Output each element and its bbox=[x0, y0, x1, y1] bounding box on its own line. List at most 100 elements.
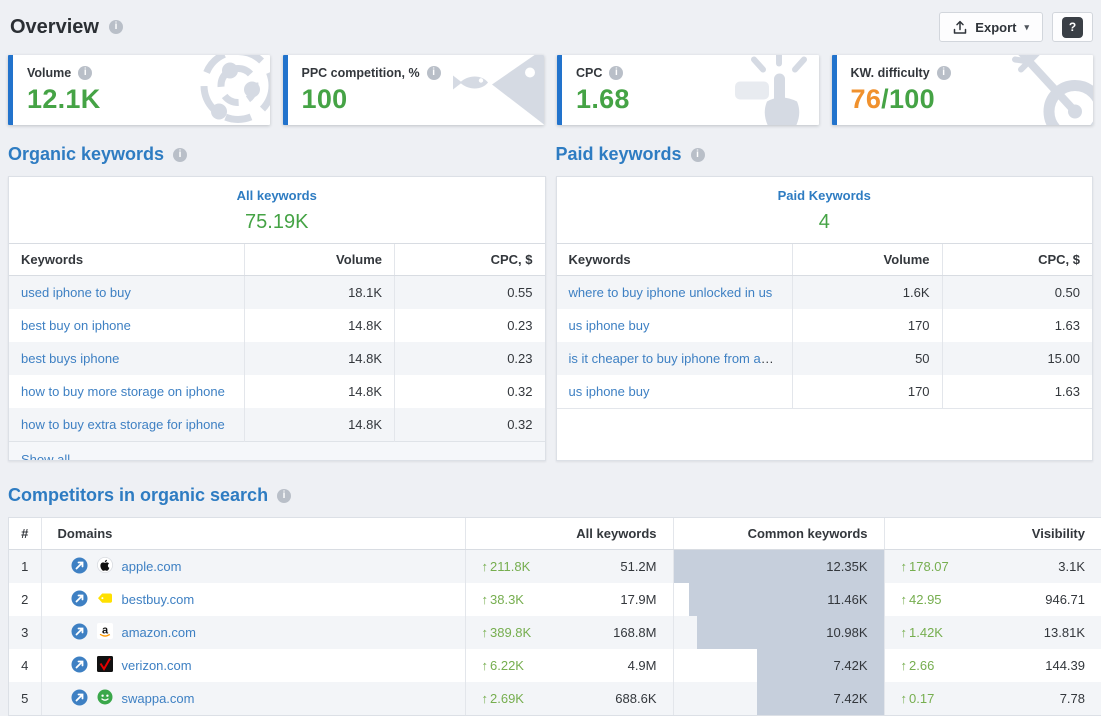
card-cpc-value: 1.68 bbox=[576, 84, 630, 114]
domain-link[interactable]: swappa.com bbox=[121, 691, 195, 706]
domain-link[interactable]: bestbuy.com bbox=[121, 592, 195, 607]
help-button[interactable]: ? bbox=[1052, 12, 1093, 42]
table-row: 3 a amazon.com ↑ 389.8K bbox=[9, 616, 1101, 649]
info-icon[interactable]: i bbox=[936, 66, 951, 80]
metric-cards: Volume i 12.1K PPC competition, % i 100 bbox=[8, 55, 1093, 125]
paid-col-volume: Volume bbox=[791, 243, 943, 276]
keyword-link[interactable]: used iphone to buy bbox=[21, 285, 131, 300]
page-title: Overview bbox=[10, 15, 99, 38]
table-row: best buys iphone 14.8K 0.23 bbox=[9, 342, 545, 375]
up-arrow-icon: ↑ bbox=[900, 658, 908, 673]
table-row: best buy on iphone 14.8K 0.23 bbox=[9, 309, 545, 342]
info-icon[interactable]: i bbox=[108, 20, 123, 34]
domain-link[interactable]: verizon.com bbox=[121, 658, 192, 673]
up-arrow-icon: ↑ bbox=[481, 559, 489, 574]
visibility-value: 946.71 bbox=[1045, 592, 1085, 607]
organic-summary-link[interactable]: All keywords bbox=[236, 188, 317, 203]
export-button[interactable]: Export ▾ bbox=[939, 12, 1043, 42]
chevron-down-icon: ▾ bbox=[1024, 21, 1029, 32]
common-keywords-value: 12.35K bbox=[826, 559, 868, 574]
card-kw-difficulty: KW. difficulty i 76/100 bbox=[831, 55, 1093, 125]
click-icon bbox=[715, 55, 819, 125]
keyword-link[interactable]: where to buy iphone unlocked in us bbox=[568, 285, 773, 300]
keyword-link[interactable]: how to buy extra storage for iphone bbox=[21, 417, 225, 432]
up-arrow-icon: ↑ bbox=[481, 625, 489, 640]
visibility-delta: 0.17 bbox=[909, 691, 935, 706]
all-keywords-delta: 2.69K bbox=[490, 691, 524, 706]
amazon-favicon: a bbox=[96, 623, 113, 642]
comp-col-common-keywords: Common keywords bbox=[672, 518, 884, 550]
card-cpc-label: CPC bbox=[576, 66, 603, 80]
visibility-value: 13.81K bbox=[1043, 625, 1085, 640]
keyword-link[interactable]: how to buy more storage on iphone bbox=[21, 384, 225, 399]
external-link-icon[interactable] bbox=[71, 689, 88, 709]
comp-col-rank: # bbox=[9, 518, 41, 550]
external-link-icon[interactable] bbox=[71, 656, 88, 676]
radar-icon bbox=[172, 55, 270, 125]
swappa-favicon bbox=[97, 689, 113, 708]
table-row: us iphone buy 170 1.63 bbox=[557, 375, 1092, 409]
up-arrow-icon: ↑ bbox=[481, 592, 489, 607]
fish-icon bbox=[440, 55, 544, 125]
keyword-link[interactable]: us iphone buy bbox=[568, 384, 650, 399]
card-volume: Volume i 12.1K bbox=[8, 55, 270, 125]
info-icon[interactable]: i bbox=[173, 147, 188, 162]
all-keywords-delta: 389.8K bbox=[490, 625, 532, 640]
organic-keywords-panel: All keywords 75.19K Keywords Volume CPC,… bbox=[8, 176, 546, 461]
common-keywords-bar bbox=[696, 616, 884, 649]
common-keywords-value: 10.98K bbox=[826, 625, 868, 640]
card-ppc-competition: PPC competition, % i 100 bbox=[282, 55, 544, 125]
info-icon[interactable]: i bbox=[277, 488, 292, 503]
card-volume-label: Volume bbox=[27, 66, 72, 80]
up-arrow-icon: ↑ bbox=[900, 592, 908, 607]
external-link-icon[interactable] bbox=[71, 623, 88, 643]
visibility-delta: 42.95 bbox=[909, 592, 942, 607]
export-icon bbox=[953, 20, 967, 35]
info-icon[interactable]: i bbox=[78, 66, 93, 80]
common-keywords-bar bbox=[673, 550, 884, 583]
info-icon[interactable]: i bbox=[609, 66, 624, 80]
external-link-icon[interactable] bbox=[71, 557, 88, 577]
common-keywords-value: 11.46K bbox=[827, 592, 868, 607]
all-keywords-value: 4.9M bbox=[627, 658, 657, 673]
keyword-link[interactable]: best buys iphone bbox=[21, 351, 120, 366]
up-arrow-icon: ↑ bbox=[900, 559, 908, 574]
all-keywords-value: 17.9M bbox=[620, 592, 657, 607]
show-all-link[interactable]: Show all bbox=[21, 452, 71, 461]
paid-summary-link[interactable]: Paid Keywords bbox=[777, 188, 871, 203]
table-row: 1 apple.com ↑ 211.8K 51 bbox=[9, 549, 1101, 583]
keyword-link[interactable]: us iphone buy bbox=[568, 318, 650, 333]
table-row: 5 swappa.com ↑ 2.69K 68 bbox=[9, 682, 1101, 715]
paid-keywords-table: Keywords Volume CPC, $ where to buy ipho… bbox=[556, 243, 1092, 409]
visibility-value: 3.1K bbox=[1058, 559, 1085, 574]
competitors-heading: Competitors in organic search i bbox=[8, 485, 1093, 506]
keyword-link[interactable]: is it cheaper to buy iphone from apple o… bbox=[568, 351, 793, 366]
paid-keywords-panel: Paid Keywords 4 Keywords Volume CPC, $ w… bbox=[555, 176, 1093, 461]
bestbuy-favicon bbox=[97, 590, 113, 609]
all-keywords-delta: 38.3K bbox=[490, 592, 524, 607]
paid-summary-value: 4 bbox=[818, 211, 830, 233]
up-arrow-icon: ↑ bbox=[481, 658, 489, 673]
table-row: us iphone buy 170 1.63 bbox=[557, 309, 1092, 342]
all-keywords-value: 688.6K bbox=[615, 691, 657, 706]
comp-col-all-keywords: All keywords bbox=[464, 518, 673, 550]
domain-link[interactable]: amazon.com bbox=[121, 625, 196, 640]
table-row: where to buy iphone unlocked in us 1.6K … bbox=[556, 275, 1092, 309]
organic-col-cpc: CPC, $ bbox=[394, 243, 545, 276]
common-keywords-bar bbox=[688, 583, 884, 616]
card-cpc: CPC i 1.68 bbox=[557, 55, 819, 125]
visibility-delta: 1.42K bbox=[909, 625, 943, 640]
all-keywords-value: 51.2M bbox=[620, 559, 657, 574]
paid-col-keywords: Keywords bbox=[556, 243, 793, 276]
info-icon[interactable]: i bbox=[426, 66, 441, 80]
card-kwd-label: KW. difficulty bbox=[850, 66, 930, 80]
table-row: 2 bestbuy.com ↑ 38.3K 1 bbox=[9, 583, 1101, 616]
topbar: Overview i Export ▾ ? bbox=[0, 0, 1101, 46]
external-link-icon[interactable] bbox=[71, 590, 88, 610]
info-icon[interactable]: i bbox=[690, 147, 705, 162]
comp-col-visibility: Visibility bbox=[883, 518, 1101, 550]
keyword-link[interactable]: best buy on iphone bbox=[21, 318, 131, 333]
domain-link[interactable]: apple.com bbox=[121, 559, 182, 574]
table-row: how to buy extra storage for iphone 14.8… bbox=[9, 408, 545, 442]
verizon-favicon bbox=[96, 656, 113, 675]
